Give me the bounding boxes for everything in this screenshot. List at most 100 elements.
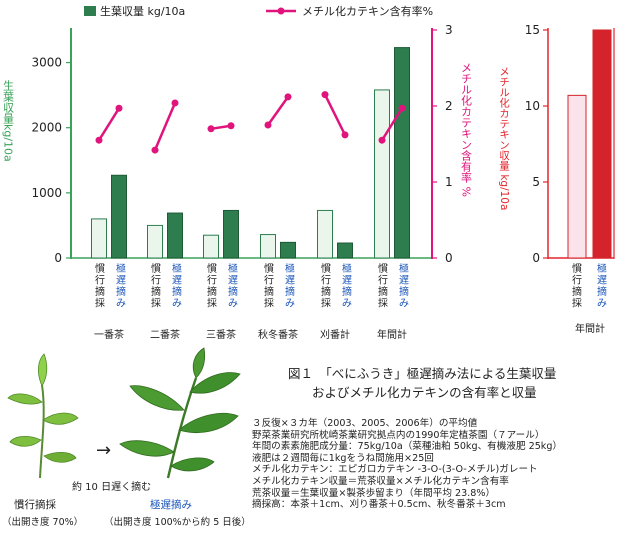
method-label-late-picking: 極 bbox=[172, 262, 182, 275]
note-line: 野菜茶業研究所枕崎茶業研究拠点内の1990年定植茶園（７アール） bbox=[252, 429, 545, 441]
method-label-late-picking: 遅 bbox=[228, 275, 238, 287]
method-label-conventional: 摘 bbox=[151, 285, 161, 298]
bar-conventional bbox=[203, 234, 219, 259]
y-tick-label-left: 0 bbox=[54, 251, 62, 265]
legend: 生葉収量 kg/10a メチル化カテキン含有率% bbox=[84, 4, 433, 18]
catechin-point bbox=[341, 131, 349, 139]
method-label-conventional: 摘 bbox=[572, 285, 582, 298]
bar-conventional-catechin-yield bbox=[567, 94, 587, 259]
group-label: 一番茶 bbox=[94, 328, 124, 341]
y-tick-label-right: 3 bbox=[445, 23, 453, 37]
legend-bar-label: 生葉収量 kg/10a bbox=[100, 4, 185, 18]
method-label-late-picking: み bbox=[228, 299, 238, 310]
group-label: 刈番計 bbox=[320, 328, 350, 341]
method-label-conventional: 行 bbox=[95, 274, 105, 287]
method-label-conventional: 行 bbox=[207, 274, 217, 287]
group-label: 年間計 bbox=[575, 322, 605, 335]
method-label-late-picking: 極 bbox=[228, 262, 238, 275]
method-label-conventional: 採 bbox=[95, 297, 105, 310]
arrow-icon: → bbox=[96, 440, 112, 461]
catechin-point bbox=[115, 104, 123, 112]
bar-late-picking-catechin-yield bbox=[592, 29, 612, 259]
note-line: メチル化カテキン収量＝荒茶収量×メチル化カテキン含有率 bbox=[252, 475, 509, 487]
group-label: 秋冬番茶 bbox=[258, 328, 298, 341]
method-label-late-picking: 摘 bbox=[172, 285, 182, 298]
bar-late-picking bbox=[394, 47, 410, 259]
method-label-late-picking: み bbox=[172, 299, 182, 310]
method-label-late-picking: み bbox=[285, 299, 295, 310]
catechin-point bbox=[171, 99, 179, 107]
note-line: ３反復×３カ年（2003、2005、2006年）の平均値 bbox=[252, 418, 478, 429]
y-tick-label-left: 1000 bbox=[31, 186, 62, 200]
method-label-conventional: 採 bbox=[151, 297, 161, 310]
method-label-conventional: 行 bbox=[572, 274, 582, 287]
y-tick-label-right: 2 bbox=[445, 99, 453, 113]
method-label-late-picking: 摘 bbox=[399, 285, 409, 298]
bar-late-picking bbox=[280, 241, 296, 259]
figure-title: 図１ 「べにふうき」極遅摘み法による生葉収量 およびメチル化カテキンの含有率と収… bbox=[288, 364, 556, 402]
bars-main bbox=[91, 47, 410, 259]
figure-title-line1: 図１ 「べにふうき」極遅摘み法による生葉収量 bbox=[288, 366, 557, 381]
arrow-note: 約 10 日遅く摘む bbox=[72, 482, 152, 493]
method-label-conventional: 慣 bbox=[572, 262, 582, 275]
method-label-late-picking: 摘 bbox=[597, 285, 607, 298]
y-tick-label-right: 0 bbox=[445, 251, 453, 265]
method-label-conventional: 採 bbox=[321, 297, 331, 310]
y-tick-label-right: 1 bbox=[445, 175, 453, 189]
catechin-point bbox=[151, 146, 159, 154]
catechin-line bbox=[380, 107, 404, 141]
catechin-line bbox=[323, 94, 347, 136]
catechin-point bbox=[264, 121, 272, 129]
catechin-point bbox=[207, 125, 215, 133]
method-label-late-picking: 摘 bbox=[116, 285, 126, 298]
method-label-late-picking: 遅 bbox=[597, 275, 607, 287]
method-label-conventional: 摘 bbox=[321, 285, 331, 298]
note-line: 摘採高：本茶＋1cm、刈り番茶＋0.5cm、秋冬番茶＋3cm bbox=[252, 499, 506, 511]
group-label: 二番茶 bbox=[150, 328, 180, 341]
method-label-late-picking: 遅 bbox=[285, 275, 295, 287]
bar-conventional bbox=[91, 218, 107, 259]
leaf-illustration-conventional bbox=[7, 353, 79, 479]
catechin-point bbox=[227, 122, 235, 130]
catechin-line bbox=[266, 96, 290, 126]
legend-line-marker bbox=[277, 7, 285, 15]
method-label-late-picking: 極 bbox=[399, 262, 409, 275]
catechin-point bbox=[95, 136, 103, 144]
method-label-conventional: 摘 bbox=[264, 285, 274, 298]
bars-secondary bbox=[567, 29, 612, 259]
method-label-late-picking: 摘 bbox=[285, 285, 295, 298]
bar-conventional bbox=[260, 234, 276, 259]
left-leaf-label: 慣行摘採 bbox=[14, 499, 56, 511]
y-tick-label-secondary: 15 bbox=[525, 23, 540, 37]
method-label-late-picking: 極 bbox=[285, 262, 295, 275]
method-label-late-picking: み bbox=[342, 299, 352, 310]
leaf-illustration-late-picking bbox=[119, 347, 241, 479]
y-tick-label-left: 3000 bbox=[31, 56, 62, 70]
method-label-conventional: 摘 bbox=[95, 285, 105, 298]
ticks-secondary: 0 5 10 15 bbox=[525, 23, 548, 265]
method-label-conventional: 行 bbox=[321, 274, 331, 287]
left-axis-title: 生葉収量kg/10a bbox=[2, 79, 15, 162]
bar-late-picking bbox=[223, 209, 239, 259]
method-label-late-picking: 遅 bbox=[342, 275, 352, 287]
figure-title-line2: およびメチル化カテキンの含有率と収量 bbox=[312, 385, 537, 400]
figure-notes: ３反復×３カ年（2003、2005、2006年）の平均値 野菜茶業研究所枕崎茶業… bbox=[252, 418, 618, 511]
method-label-late-picking: 摘 bbox=[228, 285, 238, 298]
bar-conventional bbox=[374, 89, 390, 259]
catechin-point bbox=[321, 91, 329, 99]
method-label-late-picking: み bbox=[597, 299, 607, 310]
catechin-point bbox=[378, 136, 386, 144]
right-leaf-label: 極遅摘み bbox=[150, 499, 192, 511]
y-tick-label-left: 2000 bbox=[31, 121, 62, 135]
y-tick-label-secondary: 10 bbox=[525, 99, 540, 113]
left-leaf-sub: （出開き度 70%） bbox=[2, 517, 84, 528]
method-label-late-picking: 遅 bbox=[116, 275, 126, 287]
note-line: 液肥は２週間毎に1kgをうね間施用×25回 bbox=[252, 452, 434, 464]
method-label-conventional: 行 bbox=[151, 274, 161, 287]
method-label-conventional: 採 bbox=[207, 297, 217, 310]
legend-bar-swatch bbox=[84, 6, 96, 16]
yield2-axis-title: メチル化カテキン収量 kg/10a bbox=[498, 66, 510, 210]
method-label-conventional: 行 bbox=[378, 274, 388, 287]
method-label-late-picking: 極 bbox=[342, 262, 352, 275]
method-label-conventional: 慣 bbox=[378, 262, 388, 275]
